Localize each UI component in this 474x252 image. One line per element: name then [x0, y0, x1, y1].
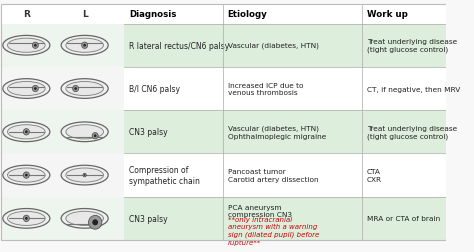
Ellipse shape	[61, 209, 108, 228]
Circle shape	[34, 88, 36, 90]
Ellipse shape	[3, 122, 50, 142]
Bar	[124, 24, 465, 68]
Circle shape	[25, 174, 27, 177]
Circle shape	[92, 219, 98, 226]
Text: Etiology: Etiology	[228, 10, 267, 19]
Text: Vascular (diabetes, HTN): Vascular (diabetes, HTN)	[228, 43, 319, 49]
Ellipse shape	[8, 82, 45, 96]
Circle shape	[23, 215, 29, 222]
Ellipse shape	[66, 39, 103, 53]
Circle shape	[83, 45, 86, 47]
Text: Treat underlying disease
(tight glucose control): Treat underlying disease (tight glucose …	[367, 125, 457, 139]
Circle shape	[32, 43, 38, 49]
Circle shape	[84, 175, 85, 176]
Bar	[1, 5, 124, 24]
Circle shape	[92, 133, 98, 139]
Ellipse shape	[8, 168, 45, 182]
Bar	[1, 111, 124, 154]
Circle shape	[25, 217, 27, 220]
Bar	[1, 197, 124, 240]
Text: Vascular (diabetes, HTN)
Ophthalmoplegic migraine: Vascular (diabetes, HTN) Ophthalmoplegic…	[228, 125, 326, 139]
Bar	[1, 154, 124, 197]
Circle shape	[23, 172, 29, 178]
Circle shape	[94, 135, 97, 138]
Ellipse shape	[66, 168, 103, 182]
Text: Diagnosis: Diagnosis	[129, 10, 176, 19]
Ellipse shape	[3, 79, 50, 99]
Bar	[124, 154, 465, 197]
Bar	[124, 5, 465, 24]
Ellipse shape	[8, 39, 45, 53]
Text: MRA or CTA of brain: MRA or CTA of brain	[367, 215, 440, 222]
Bar	[1, 68, 124, 111]
Text: Pancoast tumor
Carotid artery dissection: Pancoast tumor Carotid artery dissection	[228, 169, 318, 182]
Text: CTA
CXR: CTA CXR	[367, 169, 382, 182]
Ellipse shape	[66, 82, 103, 96]
Text: CN3 palsy: CN3 palsy	[129, 128, 167, 137]
Ellipse shape	[8, 211, 45, 226]
Text: Compression of
sympathetic chain: Compression of sympathetic chain	[129, 165, 200, 185]
Text: CT, if negative, then MRV: CT, if negative, then MRV	[367, 86, 460, 92]
Bar	[124, 68, 465, 111]
Circle shape	[23, 129, 29, 135]
Text: R lateral rectus/CN6 palsy: R lateral rectus/CN6 palsy	[129, 42, 229, 51]
Bar	[1, 24, 124, 68]
Ellipse shape	[61, 79, 108, 99]
Circle shape	[34, 45, 36, 47]
Circle shape	[74, 88, 77, 90]
Ellipse shape	[3, 166, 50, 185]
Text: Treat underlying disease
(tight glucose control): Treat underlying disease (tight glucose …	[367, 39, 457, 53]
Circle shape	[73, 86, 79, 92]
Text: L: L	[82, 10, 88, 19]
Circle shape	[32, 86, 38, 92]
Circle shape	[82, 43, 88, 49]
Ellipse shape	[66, 125, 103, 139]
Text: R: R	[23, 10, 30, 19]
Bar	[124, 111, 465, 154]
Text: CN3 palsy: CN3 palsy	[129, 214, 167, 223]
Ellipse shape	[3, 36, 50, 56]
Ellipse shape	[61, 36, 108, 56]
Text: **only intracranial
aneurysm with a warning
sign (dilated pupil) before
rupture*: **only intracranial aneurysm with a warn…	[228, 215, 319, 245]
Bar	[124, 197, 465, 240]
Text: Work up: Work up	[367, 10, 408, 19]
Text: B/l CN6 palsy: B/l CN6 palsy	[129, 85, 180, 94]
Circle shape	[89, 215, 102, 229]
Ellipse shape	[61, 166, 108, 185]
Circle shape	[83, 174, 86, 177]
Ellipse shape	[66, 211, 103, 226]
Text: PCA aneurysm
compression CN3: PCA aneurysm compression CN3	[228, 204, 292, 217]
Text: Increased ICP due to
venous thrombosis: Increased ICP due to venous thrombosis	[228, 82, 303, 96]
Ellipse shape	[3, 209, 50, 228]
Circle shape	[25, 131, 27, 134]
Ellipse shape	[8, 125, 45, 139]
Ellipse shape	[61, 122, 108, 142]
